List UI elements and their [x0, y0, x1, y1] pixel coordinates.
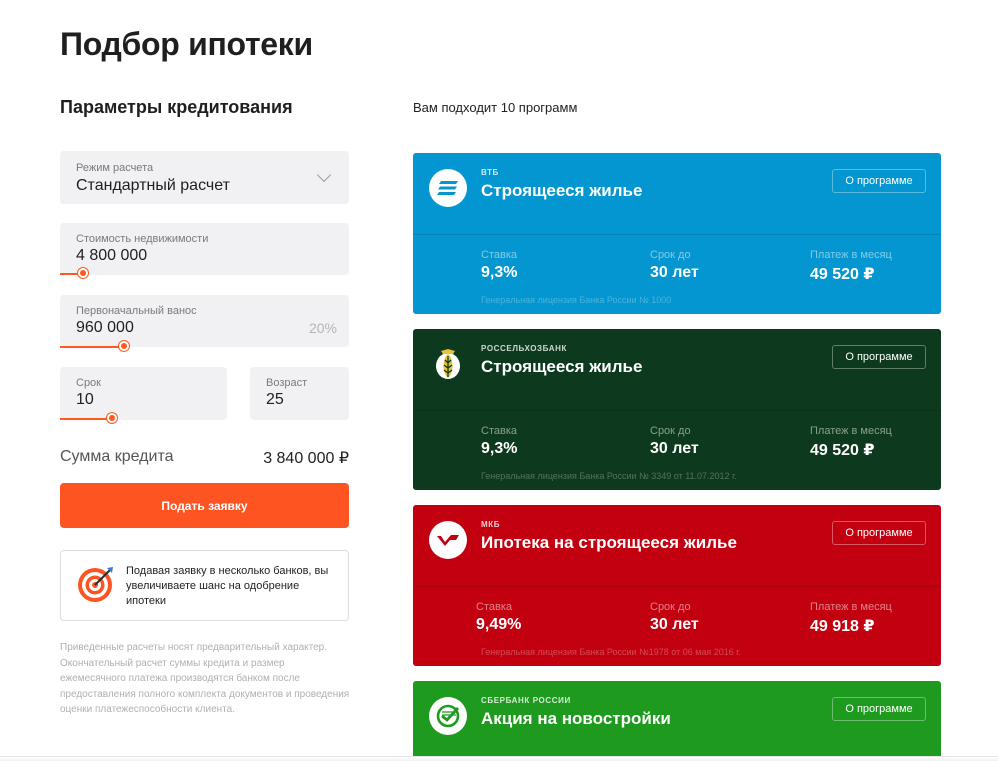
loan-sum-value: 3 840 000 ₽	[263, 450, 349, 467]
card-bank-name: ВТБ	[481, 168, 499, 177]
loan-sum-label: Сумма кредита	[60, 448, 174, 465]
program-card-vtb[interactable]: ВТБ Строящееся жилье О программе Ставка 9…	[413, 153, 941, 314]
term-label: Срок до	[650, 249, 691, 261]
down-payment-percent: 20%	[308, 320, 337, 336]
card-term: Срок до 30 лет	[650, 249, 699, 282]
down-payment-field[interactable]: Первоначальный ванос 960 000 20%	[60, 295, 349, 347]
card-divider	[413, 410, 941, 411]
down-payment-value: 960 000	[76, 319, 134, 336]
age-label: Возраст	[266, 377, 308, 389]
term-label: Срок до	[650, 601, 691, 613]
card-program-title: Ипотека на строящееся жилье	[481, 533, 737, 552]
term-field[interactable]: Срок 10	[60, 367, 227, 420]
property-price-slider-track	[60, 273, 84, 275]
rate-label: Ставка	[481, 249, 517, 261]
rosselkhozbank-logo-icon	[429, 345, 467, 383]
age-value: 25	[266, 391, 284, 408]
term-slider-handle[interactable]	[106, 413, 117, 423]
about-program-button[interactable]: О программе	[832, 169, 926, 193]
card-program-title: Строящееся жилье	[481, 181, 643, 200]
card-rate: Ставка 9,3%	[481, 249, 517, 282]
property-price-slider-handle[interactable]	[78, 268, 89, 278]
about-program-button[interactable]: О программе	[832, 697, 926, 721]
tip-box: Подавая заявку в несколько банков, вы ув…	[60, 550, 349, 621]
age-field[interactable]: Возраст 25	[250, 367, 349, 420]
term-value: 10	[76, 391, 94, 408]
card-payment: Платеж в месяц 49 918 ₽	[810, 601, 892, 636]
payment-label: Платеж в месяц	[810, 425, 892, 437]
card-license: Генеральная лицензия Банка России №1978 …	[481, 647, 741, 657]
card-bank-name: РОССЕЛЬХОЗБАНК	[481, 344, 567, 353]
card-term: Срок до 30 лет	[650, 601, 699, 634]
disclaimer-text: Приведенные расчеты носят предварительны…	[60, 642, 350, 715]
chevron-down-icon	[316, 167, 332, 183]
payment-value: 49 918 ₽	[810, 618, 875, 635]
term-slider-track	[60, 418, 112, 420]
rate-value: 9,3%	[481, 440, 518, 457]
payment-label: Платеж в месяц	[810, 249, 892, 261]
params-title: Параметры кредитования	[60, 97, 293, 117]
term-label: Срок	[76, 377, 101, 389]
page-title: Подбор ипотеки	[60, 26, 313, 62]
card-program-title: Акция на новостройки	[481, 709, 671, 728]
card-bank-name: МКБ	[481, 520, 501, 529]
property-price-value: 4 800 000	[76, 247, 148, 264]
card-license: Генеральная лицензия Банка России № 3349…	[481, 471, 737, 481]
term-label: Срок до	[650, 425, 691, 437]
card-license: Генеральная лицензия Банка России № 1000	[481, 295, 672, 305]
down-payment-label: Первоначальный ванос	[76, 305, 197, 317]
payment-value: 49 520 ₽	[810, 442, 875, 459]
program-card-mkb[interactable]: МКБ Ипотека на строящееся жилье О програ…	[413, 505, 941, 666]
property-price-field[interactable]: Стоимость недвижимости 4 800 000	[60, 223, 349, 275]
programs-count: Вам подходит 10 программ	[413, 100, 578, 115]
calc-mode-select[interactable]: Режим расчета Стандартный расчет	[60, 151, 349, 204]
term-value: 30 лет	[650, 264, 699, 281]
payment-label: Платеж в месяц	[810, 601, 892, 613]
program-card-sberbank[interactable]: СБЕРБАНК РОССИИ Акция на новостройки О п…	[413, 681, 941, 761]
calc-mode-label: Режим расчета	[76, 162, 154, 174]
rate-label: Ставка	[476, 601, 512, 613]
card-bank-name: СБЕРБАНК РОССИИ	[481, 696, 571, 705]
card-rate: Ставка 9,49%	[476, 601, 521, 634]
page-bottom-edge	[0, 756, 998, 761]
calc-mode-value: Стандартный расчет	[76, 177, 230, 194]
down-payment-slider-handle[interactable]	[118, 341, 129, 351]
rate-label: Ставка	[481, 425, 517, 437]
card-term: Срок до 30 лет	[650, 425, 699, 458]
about-program-button[interactable]: О программе	[832, 345, 926, 369]
card-payment: Платеж в месяц 49 520 ₽	[810, 425, 892, 460]
card-payment: Платеж в месяц 49 520 ₽	[810, 249, 892, 284]
card-program-title: Строящееся жилье	[481, 357, 643, 376]
about-program-button[interactable]: О программе	[832, 521, 926, 545]
term-value: 30 лет	[650, 440, 699, 457]
property-price-label: Стоимость недвижимости	[76, 233, 209, 245]
card-divider	[413, 234, 941, 235]
target-icon	[78, 567, 113, 602]
rate-value: 9,3%	[481, 264, 518, 281]
sberbank-logo-icon	[429, 697, 467, 735]
program-card-rosselkhozbank[interactable]: РОССЕЛЬХОЗБАНК Строящееся жилье О програ…	[413, 329, 941, 490]
tip-text: Подавая заявку в несколько банков, вы ув…	[126, 565, 329, 607]
card-divider	[413, 586, 941, 587]
vtb-logo-icon	[429, 169, 467, 207]
rate-value: 9,49%	[476, 616, 522, 633]
term-value: 30 лет	[650, 616, 699, 633]
card-rate: Ставка 9,3%	[481, 425, 517, 458]
down-payment-slider-track	[60, 346, 124, 348]
mkb-logo-icon	[429, 521, 467, 559]
payment-value: 49 520 ₽	[810, 266, 875, 283]
apply-button[interactable]: Подать заявку	[60, 483, 349, 528]
